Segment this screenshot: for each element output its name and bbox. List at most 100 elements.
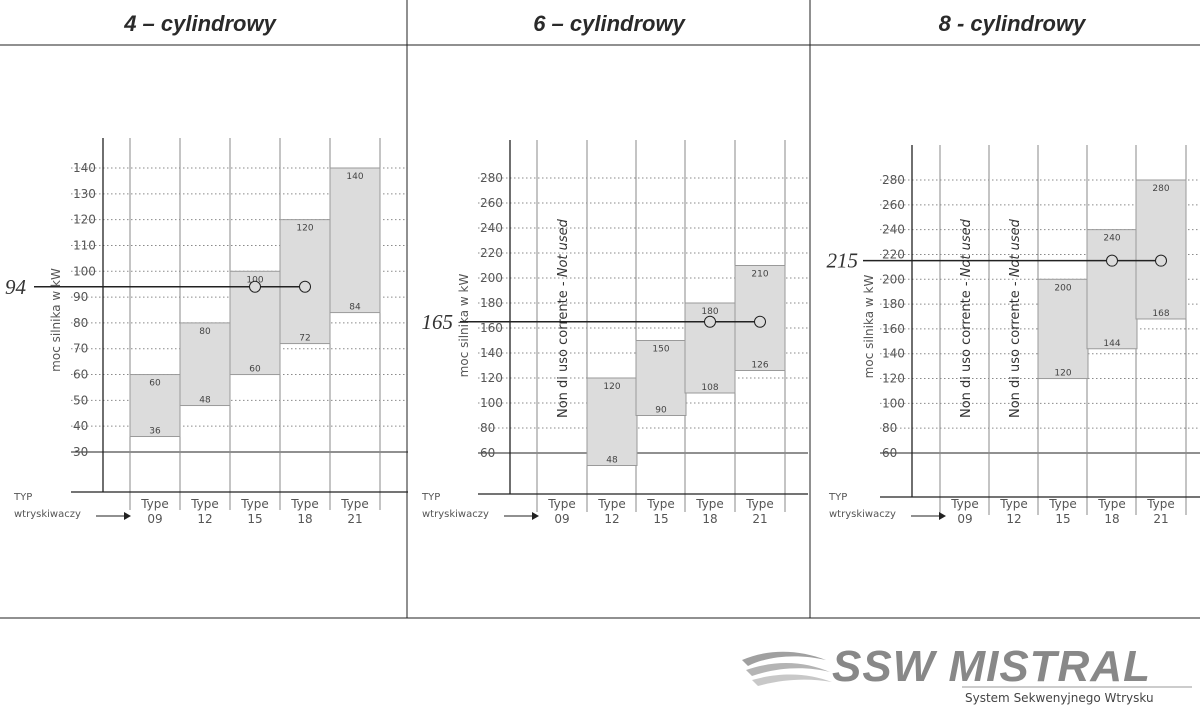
bar-high-label: 210 xyxy=(751,270,768,280)
range-bar xyxy=(179,322,231,407)
bar-low-label: 60 xyxy=(249,365,261,375)
reference-marker xyxy=(249,280,261,293)
x-tick-label: 18 xyxy=(702,512,717,526)
not-used-text-italic: Not used xyxy=(959,218,974,277)
bar-low-label: 120 xyxy=(1054,369,1071,379)
logo-tagline: System Sekwenyjnego Wtrysku xyxy=(965,691,1154,705)
chart-panel-0: 4 – cylindrowy 30 40 50 60 70 80 90 100 110 120 130… xyxy=(5,11,408,526)
bar-low-label: 168 xyxy=(1152,309,1169,319)
y-tick-label: 50 xyxy=(73,393,88,407)
x-tick-label: Type xyxy=(1146,497,1175,511)
range-bar xyxy=(1135,179,1187,320)
y-tick-label: 140 xyxy=(480,346,503,360)
x-tick-label: Type xyxy=(240,497,269,511)
x-tick-label: Type xyxy=(646,497,675,511)
x-tick-label: 15 xyxy=(653,512,668,526)
bar-low-label: 48 xyxy=(606,456,618,466)
logo-swoosh-icon xyxy=(752,674,832,686)
not-used-text: Non di uso corrente - xyxy=(959,277,974,418)
arrow-right-icon xyxy=(939,512,946,520)
bar-low-label: 72 xyxy=(299,334,310,344)
y-tick-label: 100 xyxy=(480,396,503,410)
x-tick-label: Type xyxy=(340,497,369,511)
bar-high-label: 60 xyxy=(149,379,161,389)
bar-high-label: 150 xyxy=(652,345,669,355)
x-tick-label: Type xyxy=(745,497,774,511)
chart-panel-2: 8 - cylindrowy 60 80 100 120 140 160 180 200 220 2… xyxy=(827,11,1200,526)
reference-label: 94 xyxy=(5,275,27,299)
bar-high-label: 120 xyxy=(296,224,313,234)
bar-low-label: 48 xyxy=(199,396,211,406)
arrow-right-icon xyxy=(124,512,131,520)
y-tick-label: 100 xyxy=(882,396,905,410)
arrow-right-icon xyxy=(532,512,539,520)
reference-label: 215 xyxy=(827,249,859,273)
x-tick-label: Type xyxy=(290,497,319,511)
chart-title: 8 - cylindrowy xyxy=(939,11,1087,36)
y-axis-label: moc silnika w kW xyxy=(457,274,471,378)
x-axis-label: wtryskiwaczy xyxy=(422,509,489,520)
y-tick-label: 200 xyxy=(480,271,503,285)
y-tick-label: 160 xyxy=(480,321,503,335)
bar-low-label: 144 xyxy=(1103,339,1120,349)
logo-brand: SSW MISTRAL xyxy=(832,642,1151,691)
reference-marker xyxy=(704,315,716,328)
x-tick-label: Type xyxy=(950,497,979,511)
y-tick-label: 40 xyxy=(73,419,88,433)
y-tick-label: 260 xyxy=(480,196,503,210)
range-bar xyxy=(329,167,381,314)
x-tick-label: 09 xyxy=(147,512,162,526)
y-tick-label: 60 xyxy=(882,446,897,460)
x-axis-label: TYP xyxy=(421,492,440,503)
bar-high-label: 100 xyxy=(246,275,263,285)
not-used-text-italic: Not used xyxy=(556,218,571,277)
y-tick-label: 240 xyxy=(480,221,503,235)
reference-marker xyxy=(299,280,311,293)
y-tick-label: 60 xyxy=(73,368,88,382)
y-tick-label: 180 xyxy=(882,297,905,311)
x-tick-label: 21 xyxy=(347,512,362,526)
x-tick-label: 09 xyxy=(957,512,972,526)
y-tick-label: 220 xyxy=(882,247,905,261)
reference-marker xyxy=(1106,254,1118,267)
logo-swoosh-icon xyxy=(746,663,830,676)
x-tick-label: 21 xyxy=(1153,512,1168,526)
x-tick-label: Type xyxy=(695,497,724,511)
not-used-label: Non di uso corrente - Not used xyxy=(1008,218,1023,418)
not-used-label: Non di uso corrente - Not used xyxy=(959,218,974,418)
range-bar xyxy=(129,374,181,438)
range-bar xyxy=(1086,229,1138,350)
not-used-text-italic: Not used xyxy=(1008,218,1023,277)
reference-label: 165 xyxy=(422,310,454,334)
logo: SSW MISTRAL System Sekwenyjnego Wtrysku xyxy=(742,642,1192,705)
y-tick-label: 70 xyxy=(73,342,88,356)
bar-high-label: 120 xyxy=(603,382,620,392)
x-tick-label: Type xyxy=(190,497,219,511)
y-tick-label: 260 xyxy=(882,198,905,212)
x-tick-label: 12 xyxy=(604,512,619,526)
y-tick-label: 140 xyxy=(882,347,905,361)
y-tick-label: 280 xyxy=(882,173,905,187)
chart-title: 6 – cylindrowy xyxy=(533,11,686,36)
x-tick-label: 12 xyxy=(197,512,212,526)
bar-low-label: 108 xyxy=(701,383,718,393)
not-used-label: Non di uso corrente - Not used xyxy=(556,218,571,418)
x-tick-label: Type xyxy=(1048,497,1077,511)
range-bar xyxy=(1037,278,1089,380)
bar-high-label: 180 xyxy=(701,307,718,317)
chart-title: 4 – cylindrowy xyxy=(123,11,277,36)
y-tick-label: 120 xyxy=(480,371,503,385)
x-axis-label: TYP xyxy=(828,492,847,503)
bar-high-label: 240 xyxy=(1103,234,1120,244)
range-bar xyxy=(635,340,687,416)
charts-group: 4 – cylindrowy 30 40 50 60 70 80 90 100 110 120 130… xyxy=(0,0,1200,619)
bar-high-label: 140 xyxy=(346,172,363,182)
y-tick-label: 140 xyxy=(73,161,96,175)
x-tick-label: Type xyxy=(1097,497,1126,511)
y-tick-label: 160 xyxy=(882,322,905,336)
bar-low-label: 36 xyxy=(149,427,161,437)
y-tick-label: 110 xyxy=(73,238,96,252)
range-bar xyxy=(586,377,638,466)
x-axis-label: wtryskiwaczy xyxy=(829,509,896,520)
y-tick-label: 80 xyxy=(882,421,897,435)
